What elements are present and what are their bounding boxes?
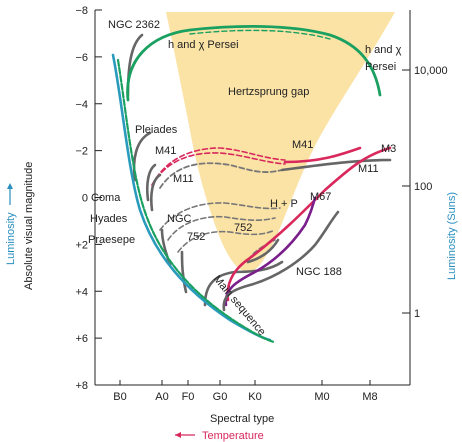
temperature-label: Temperature [175, 430, 264, 442]
right-tick-label-10000: 10,000 [414, 65, 448, 77]
curve-h-chi-persei-dashed [189, 29, 331, 40]
luminosity-left-text: Luminosity [5, 212, 17, 265]
label-h-chi-persei-right-2: Persei [365, 61, 396, 73]
x-tick-label: A0 [155, 391, 168, 403]
x-tick-label: M0 [314, 391, 329, 403]
label-m41-left: M41 [155, 145, 176, 157]
x-tick-label: G0 [213, 391, 228, 403]
y-axis-title: Absolute visual magnitude [23, 162, 35, 290]
curve-m41-solid [283, 146, 362, 164]
curve-coma-solid [160, 228, 172, 267]
y-tick-label: −6 [75, 52, 88, 64]
luminosity-left-label: Luminosity [5, 183, 17, 265]
curve-m11-left [149, 173, 162, 212]
curve-main-sequence-green [116, 58, 276, 344]
label-praesepe: Praesepe [88, 234, 135, 246]
curve-m3 [226, 146, 392, 302]
curve-m11-dashed [159, 162, 283, 189]
label-m3: M3 [381, 143, 396, 155]
label-hertzsprung-gap: Hertzsprung gap [228, 86, 309, 98]
y-tick-label: +2 [75, 239, 88, 251]
x-tick-label: M8 [362, 391, 377, 403]
x-tick-label: K0 [248, 391, 261, 403]
x-tick-label: B0 [113, 391, 126, 403]
label-ngc752-mid: 752 [234, 222, 252, 234]
label-h-chi-persei-right-1: h and χ [365, 44, 402, 56]
curve-pleiades [132, 131, 152, 182]
label-m41-right: M41 [292, 139, 313, 151]
label-m11-right: M11 [358, 163, 379, 175]
right-tick-label-1: 1 [414, 308, 420, 320]
curve-ngc752-solid [180, 250, 188, 294]
curve-ngc188 [222, 210, 340, 312]
label-ngc2362: NGC 2362 [108, 19, 160, 31]
temperature-text: Temperature [202, 430, 264, 442]
curve-m11-solid [280, 158, 392, 172]
y-tick-label: +8 [75, 380, 88, 392]
y-axis-right-title: Luminosity (Suns) [446, 192, 458, 280]
cluster-curves [111, 25, 392, 344]
y-ticks: −8 −6 −4 −2 0 +2 +4 +6 +8 [75, 5, 102, 392]
x-axis-title: Spectral type [210, 413, 274, 425]
label-ngc188: NGC 188 [296, 266, 342, 278]
x-ticks: B0 A0 F0 G0 K0 M0 M8 [113, 380, 378, 403]
hertzsprung-gap-region [166, 12, 395, 272]
label-coma: Coma [91, 192, 121, 204]
curve-ngc2362 [126, 33, 144, 97]
label-hp: H + P [270, 198, 298, 210]
label-m11-left: M11 [173, 173, 194, 185]
label-ngc752-left-1: NGC [167, 213, 192, 225]
x-tick-label: F0 [182, 391, 195, 403]
y-tick-label: −4 [75, 99, 88, 111]
luminosity-arrow-head [7, 183, 13, 189]
y-tick-label: +4 [75, 286, 88, 298]
curve-m67 [224, 196, 317, 307]
temperature-arrow-head [175, 432, 181, 438]
curve-m41-left [145, 163, 157, 202]
curve-m41-dashed [151, 147, 286, 186]
label-m67: M67 [310, 191, 331, 203]
right-tick-label-100: 100 [414, 181, 432, 193]
curve-praesepe-dashed [177, 229, 276, 253]
curve-coma-dashed [159, 202, 281, 231]
label-pleiades: Pleiades [135, 124, 178, 136]
curve-m41-dashed-2 [151, 152, 286, 186]
curve-hp-solid [246, 238, 280, 264]
curve-hyades-dashed [167, 215, 276, 241]
y-tick-label: +6 [75, 333, 88, 345]
y-tick-label: 0 [82, 193, 88, 205]
curve-h-chi-persei-solid [126, 25, 382, 102]
label-h-chi-persei-top: h and χ Persei [168, 39, 239, 51]
label-ngc752-left-2: 752 [187, 231, 205, 243]
y-tick-label: −2 [75, 146, 88, 158]
y-tick-label: −8 [75, 5, 88, 17]
label-hyades: Hyades [90, 213, 128, 225]
